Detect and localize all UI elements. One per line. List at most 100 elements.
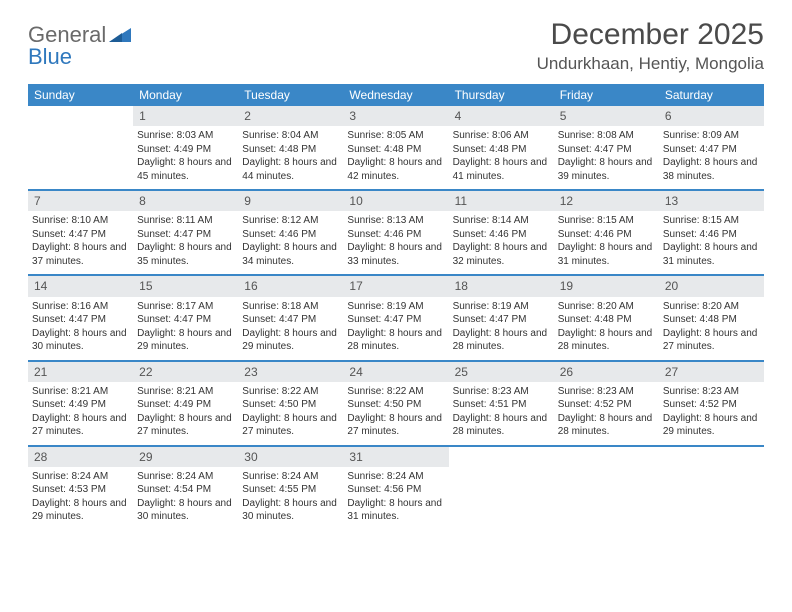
daylight-text: Daylight: 8 hours and 29 minutes. bbox=[32, 497, 129, 524]
day-cell: 7Sunrise: 8:10 AMSunset: 4:47 PMDaylight… bbox=[28, 191, 133, 274]
sunrise-text: Sunrise: 8:08 AM bbox=[558, 129, 655, 143]
day-cell: 23Sunrise: 8:22 AMSunset: 4:50 PMDayligh… bbox=[238, 362, 343, 445]
day-cell: 8Sunrise: 8:11 AMSunset: 4:47 PMDaylight… bbox=[133, 191, 238, 274]
day-number: 18 bbox=[449, 276, 554, 296]
sunrise-text: Sunrise: 8:03 AM bbox=[137, 129, 234, 143]
sunset-text: Sunset: 4:48 PM bbox=[347, 143, 444, 157]
day-number: 9 bbox=[238, 191, 343, 211]
sunrise-text: Sunrise: 8:23 AM bbox=[663, 385, 760, 399]
sunrise-text: Sunrise: 8:21 AM bbox=[137, 385, 234, 399]
day-cell: 15Sunrise: 8:17 AMSunset: 4:47 PMDayligh… bbox=[133, 276, 238, 359]
sunrise-text: Sunrise: 8:23 AM bbox=[558, 385, 655, 399]
day-cell bbox=[449, 447, 554, 530]
day-header-saturday: Saturday bbox=[659, 84, 764, 106]
sunset-text: Sunset: 4:46 PM bbox=[558, 228, 655, 242]
sunrise-text: Sunrise: 8:15 AM bbox=[558, 214, 655, 228]
day-number: 19 bbox=[554, 276, 659, 296]
day-number: 6 bbox=[659, 106, 764, 126]
sunset-text: Sunset: 4:47 PM bbox=[558, 143, 655, 157]
day-number: 24 bbox=[343, 362, 448, 382]
day-cell: 10Sunrise: 8:13 AMSunset: 4:46 PMDayligh… bbox=[343, 191, 448, 274]
week-row: 28Sunrise: 8:24 AMSunset: 4:53 PMDayligh… bbox=[28, 447, 764, 530]
day-cell: 3Sunrise: 8:05 AMSunset: 4:48 PMDaylight… bbox=[343, 106, 448, 189]
sunrise-text: Sunrise: 8:20 AM bbox=[558, 300, 655, 314]
day-number: 5 bbox=[554, 106, 659, 126]
sunset-text: Sunset: 4:52 PM bbox=[663, 398, 760, 412]
calendar-page: GeneralBlue December 2025 Undurkhaan, He… bbox=[0, 0, 792, 548]
daylight-text: Daylight: 8 hours and 44 minutes. bbox=[242, 156, 339, 183]
sunrise-text: Sunrise: 8:24 AM bbox=[242, 470, 339, 484]
daylight-text: Daylight: 8 hours and 27 minutes. bbox=[32, 412, 129, 439]
day-cell bbox=[28, 106, 133, 189]
day-number: 11 bbox=[449, 191, 554, 211]
day-cell: 6Sunrise: 8:09 AMSunset: 4:47 PMDaylight… bbox=[659, 106, 764, 189]
day-header-thursday: Thursday bbox=[449, 84, 554, 106]
daylight-text: Daylight: 8 hours and 37 minutes. bbox=[32, 241, 129, 268]
day-number: 3 bbox=[343, 106, 448, 126]
daylight-text: Daylight: 8 hours and 28 minutes. bbox=[347, 327, 444, 354]
day-number: 16 bbox=[238, 276, 343, 296]
sunset-text: Sunset: 4:46 PM bbox=[663, 228, 760, 242]
location-text: Undurkhaan, Hentiy, Mongolia bbox=[537, 54, 764, 74]
sunrise-text: Sunrise: 8:19 AM bbox=[347, 300, 444, 314]
daylight-text: Daylight: 8 hours and 34 minutes. bbox=[242, 241, 339, 268]
day-header-tuesday: Tuesday bbox=[238, 84, 343, 106]
sunset-text: Sunset: 4:47 PM bbox=[242, 313, 339, 327]
sunset-text: Sunset: 4:48 PM bbox=[663, 313, 760, 327]
daylight-text: Daylight: 8 hours and 28 minutes. bbox=[453, 412, 550, 439]
day-cell: 28Sunrise: 8:24 AMSunset: 4:53 PMDayligh… bbox=[28, 447, 133, 530]
day-number: 29 bbox=[133, 447, 238, 467]
day-number: 13 bbox=[659, 191, 764, 211]
sunrise-text: Sunrise: 8:12 AM bbox=[242, 214, 339, 228]
day-header-wednesday: Wednesday bbox=[343, 84, 448, 106]
sunset-text: Sunset: 4:49 PM bbox=[137, 143, 234, 157]
sunrise-text: Sunrise: 8:06 AM bbox=[453, 129, 550, 143]
daylight-text: Daylight: 8 hours and 31 minutes. bbox=[347, 497, 444, 524]
day-cell: 26Sunrise: 8:23 AMSunset: 4:52 PMDayligh… bbox=[554, 362, 659, 445]
daylight-text: Daylight: 8 hours and 35 minutes. bbox=[137, 241, 234, 268]
header: GeneralBlue December 2025 Undurkhaan, He… bbox=[28, 18, 764, 74]
day-cell: 1Sunrise: 8:03 AMSunset: 4:49 PMDaylight… bbox=[133, 106, 238, 189]
sunset-text: Sunset: 4:50 PM bbox=[242, 398, 339, 412]
day-cell: 12Sunrise: 8:15 AMSunset: 4:46 PMDayligh… bbox=[554, 191, 659, 274]
daylight-text: Daylight: 8 hours and 30 minutes. bbox=[137, 497, 234, 524]
day-cell: 14Sunrise: 8:16 AMSunset: 4:47 PMDayligh… bbox=[28, 276, 133, 359]
sunset-text: Sunset: 4:51 PM bbox=[453, 398, 550, 412]
day-cell: 17Sunrise: 8:19 AMSunset: 4:47 PMDayligh… bbox=[343, 276, 448, 359]
daylight-text: Daylight: 8 hours and 31 minutes. bbox=[663, 241, 760, 268]
sunset-text: Sunset: 4:48 PM bbox=[558, 313, 655, 327]
brand-part1: General bbox=[28, 24, 106, 46]
day-number: 25 bbox=[449, 362, 554, 382]
day-cell: 21Sunrise: 8:21 AMSunset: 4:49 PMDayligh… bbox=[28, 362, 133, 445]
sunset-text: Sunset: 4:47 PM bbox=[453, 313, 550, 327]
daylight-text: Daylight: 8 hours and 29 minutes. bbox=[137, 327, 234, 354]
sunrise-text: Sunrise: 8:22 AM bbox=[347, 385, 444, 399]
sunset-text: Sunset: 4:47 PM bbox=[137, 228, 234, 242]
day-header-friday: Friday bbox=[554, 84, 659, 106]
sunset-text: Sunset: 4:54 PM bbox=[137, 483, 234, 497]
daylight-text: Daylight: 8 hours and 39 minutes. bbox=[558, 156, 655, 183]
day-cell bbox=[659, 447, 764, 530]
day-cell: 2Sunrise: 8:04 AMSunset: 4:48 PMDaylight… bbox=[238, 106, 343, 189]
sunrise-text: Sunrise: 8:19 AM bbox=[453, 300, 550, 314]
daylight-text: Daylight: 8 hours and 27 minutes. bbox=[663, 327, 760, 354]
weeks-container: 1Sunrise: 8:03 AMSunset: 4:49 PMDaylight… bbox=[28, 106, 764, 530]
sunrise-text: Sunrise: 8:21 AM bbox=[32, 385, 129, 399]
sunset-text: Sunset: 4:46 PM bbox=[242, 228, 339, 242]
sunrise-text: Sunrise: 8:15 AM bbox=[663, 214, 760, 228]
sunrise-text: Sunrise: 8:24 AM bbox=[32, 470, 129, 484]
day-number: 31 bbox=[343, 447, 448, 467]
day-number: 10 bbox=[343, 191, 448, 211]
sunset-text: Sunset: 4:47 PM bbox=[663, 143, 760, 157]
day-cell: 27Sunrise: 8:23 AMSunset: 4:52 PMDayligh… bbox=[659, 362, 764, 445]
day-cell: 22Sunrise: 8:21 AMSunset: 4:49 PMDayligh… bbox=[133, 362, 238, 445]
brand-part2: Blue bbox=[28, 46, 131, 68]
sunset-text: Sunset: 4:55 PM bbox=[242, 483, 339, 497]
day-header-monday: Monday bbox=[133, 84, 238, 106]
day-cell: 5 Sunrise: 8:08 AMSunset: 4:47 PMDaylight… bbox=[554, 106, 659, 189]
sunset-text: Sunset: 4:47 PM bbox=[137, 313, 234, 327]
day-number: 17 bbox=[343, 276, 448, 296]
day-number: 20 bbox=[659, 276, 764, 296]
day-header-sunday: Sunday bbox=[28, 84, 133, 106]
day-cell: 16Sunrise: 8:18 AMSunset: 4:47 PMDayligh… bbox=[238, 276, 343, 359]
